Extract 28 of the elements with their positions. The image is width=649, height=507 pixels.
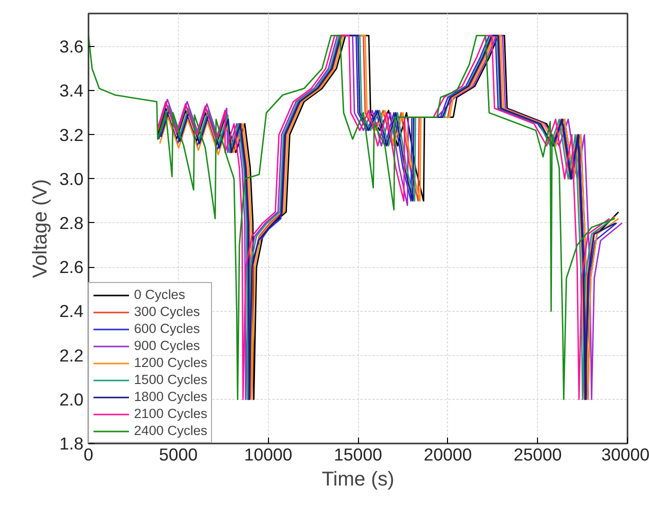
y-tick-label: 1.8 <box>59 434 84 454</box>
y-tick-label: 3.2 <box>59 124 84 145</box>
legend-label: 0 Cycles <box>134 287 186 302</box>
y-tick-label: 3.0 <box>59 168 84 189</box>
legend-label: 1500 Cycles <box>134 372 208 387</box>
y-tick-label: 3.4 <box>59 80 84 101</box>
y-tick-label: 2.2 <box>59 345 84 366</box>
y-tick-label: 2.4 <box>59 301 84 322</box>
legend-label: 1200 Cycles <box>134 355 208 370</box>
y-tick-label: 3.6 <box>59 36 84 57</box>
legend-label: 300 Cycles <box>134 304 200 319</box>
legend-label: 900 Cycles <box>134 338 200 353</box>
x-tick-label: 10000 <box>244 444 292 464</box>
x-tick-label: 20000 <box>424 444 472 464</box>
x-axis-title: Time (s) <box>322 468 394 490</box>
x-tick-label: 15000 <box>334 444 382 464</box>
legend-label: 600 Cycles <box>134 321 200 336</box>
x-tick-label: 0 <box>84 444 94 464</box>
x-tick-label: 30000 <box>601 444 649 464</box>
y-tick-label: 2.8 <box>59 212 84 233</box>
legend-label: 2100 Cycles <box>134 406 208 421</box>
y-tick-label: 2.6 <box>59 257 84 278</box>
x-tick-label: 5000 <box>159 444 198 464</box>
x-tick-label: 25000 <box>514 444 562 464</box>
legend-label: 2400 Cycles <box>134 423 208 438</box>
y-tick-label: 2.0 <box>59 389 84 410</box>
y-axis-title: Voltage (V) <box>29 179 52 278</box>
legend-label: 1800 Cycles <box>134 389 208 404</box>
